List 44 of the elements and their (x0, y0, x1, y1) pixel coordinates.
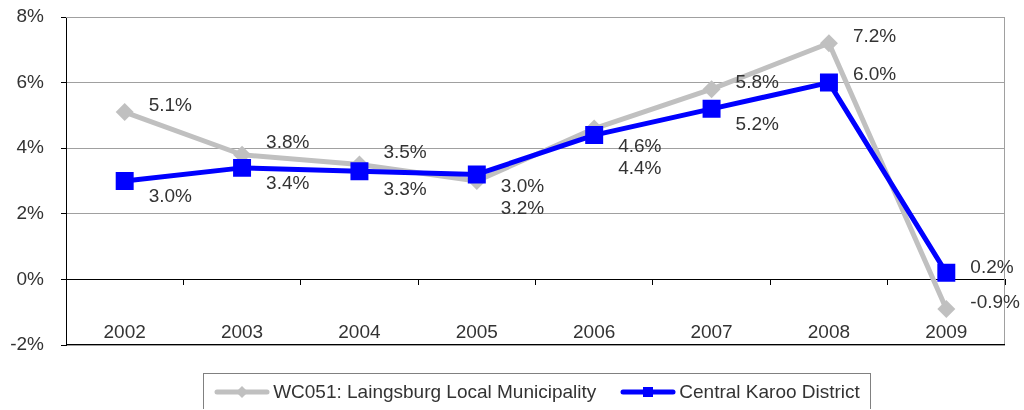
data-label: 3.2% (500, 196, 545, 218)
data-label: 6.0% (852, 62, 897, 84)
data-label: 4.6% (618, 134, 662, 156)
data-label: 3.5% (383, 140, 427, 162)
y-tick-label: 4% (16, 136, 45, 158)
y-tick-label: 0% (16, 267, 45, 289)
data-label: 5.2% (735, 113, 779, 135)
point (115, 103, 134, 122)
x-tick-label: 2004 (338, 321, 381, 343)
data-label: 3.4% (266, 172, 310, 194)
x-tick-label: 2002 (103, 321, 146, 343)
data-label: 3.0% (148, 185, 193, 207)
y-tick-label: -2% (10, 333, 45, 355)
y-tick-label: 8% (16, 5, 45, 27)
y-tick-label: 2% (16, 202, 45, 224)
data-label: -0.9% (970, 291, 1021, 313)
data-label: 3.3% (383, 178, 427, 200)
y-tick-label: 6% (16, 70, 45, 92)
x-tick-label: 2003 (220, 321, 264, 343)
data-label: 4.4% (618, 157, 662, 179)
x-tick-label: 2006 (573, 321, 616, 343)
point (115, 172, 134, 190)
data-label: 0.2% (970, 256, 1014, 278)
point (350, 162, 369, 181)
point (585, 126, 604, 145)
point (702, 80, 721, 99)
x-tick-label: 2008 (807, 321, 851, 343)
point (937, 263, 956, 282)
data-label: 7.2% (852, 25, 897, 47)
data-label: 5.8% (735, 71, 779, 93)
point (937, 299, 956, 318)
x-tick-label: 2007 (690, 321, 733, 343)
x-tick-label: 2005 (455, 321, 498, 343)
data-label: 3.0% (500, 175, 545, 197)
x-tick-label: 2009 (925, 321, 968, 343)
point (702, 99, 721, 118)
point (819, 34, 838, 53)
data-label: 5.1% (148, 94, 193, 116)
legend-label: Central Karoo District (679, 380, 860, 403)
legend-label: WC051: Laingsburg Local Municipality (273, 380, 597, 403)
point (467, 165, 486, 184)
data-label: 3.8% (266, 130, 310, 152)
point (233, 158, 252, 177)
point (819, 73, 838, 92)
